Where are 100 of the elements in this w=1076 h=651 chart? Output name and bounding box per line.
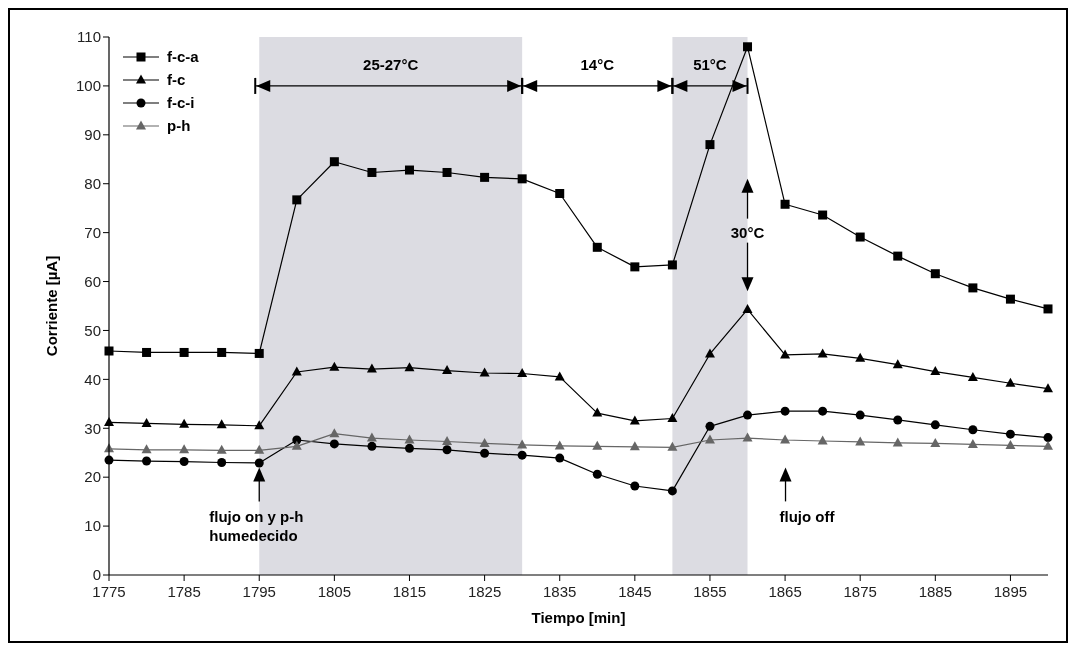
point <box>817 348 828 358</box>
y-tick-label: 30 <box>84 419 101 437</box>
point <box>1005 439 1016 449</box>
legend-label: f-c-a <box>167 48 200 66</box>
x-tick-label: 1885 <box>918 583 953 600</box>
point <box>968 283 978 293</box>
point <box>893 251 903 261</box>
annotation: 14°C <box>580 55 615 73</box>
point <box>930 269 940 279</box>
point <box>630 481 640 491</box>
point <box>780 199 790 209</box>
point <box>704 434 715 444</box>
point <box>780 406 790 416</box>
band-label: 51°C <box>693 55 727 73</box>
point <box>329 157 339 167</box>
point <box>517 439 528 449</box>
point <box>442 365 453 375</box>
point <box>366 432 377 442</box>
point <box>743 410 753 420</box>
point <box>667 486 677 496</box>
point <box>141 417 152 427</box>
point <box>291 440 302 450</box>
point <box>967 371 978 381</box>
point <box>968 425 978 435</box>
point <box>442 435 453 445</box>
point <box>479 367 490 377</box>
point <box>216 444 227 454</box>
annotation: 30°C <box>730 223 765 241</box>
point <box>329 439 339 449</box>
point <box>629 415 640 425</box>
point <box>367 441 377 451</box>
legend-label: f-c-i <box>167 94 195 112</box>
legend-label: p-h <box>167 117 191 135</box>
point <box>179 418 190 428</box>
point <box>1005 377 1016 387</box>
point <box>480 172 490 182</box>
point <box>254 348 264 358</box>
point <box>742 432 753 442</box>
band-label: 25-27°C <box>363 55 419 73</box>
point <box>893 415 903 425</box>
point <box>780 434 791 444</box>
point <box>742 303 753 313</box>
point <box>292 195 302 205</box>
point <box>592 469 602 479</box>
point <box>179 457 189 467</box>
point <box>1005 294 1015 304</box>
legend-label: f-c <box>167 71 186 89</box>
x-tick-label: 1785 <box>167 583 201 600</box>
x-tick-label: 1895 <box>993 583 1028 600</box>
x-tick-label: 1835 <box>543 583 577 600</box>
point <box>930 437 941 447</box>
point <box>517 174 527 184</box>
point <box>366 363 377 373</box>
y-tick-label: 40 <box>84 370 101 388</box>
x-tick-label: 1845 <box>618 583 652 600</box>
point <box>404 165 414 175</box>
point <box>442 445 452 455</box>
point <box>329 361 340 371</box>
point <box>892 359 903 369</box>
point <box>142 456 152 466</box>
point <box>142 347 152 357</box>
point <box>517 450 527 460</box>
x-axis-title: Tiempo [min] <box>531 609 626 626</box>
point <box>930 420 940 430</box>
point <box>743 42 753 52</box>
y-tick-label: 90 <box>84 126 101 144</box>
annotation: flujo off <box>779 508 836 526</box>
point <box>592 407 603 417</box>
point <box>817 435 828 445</box>
x-tick-label: 1875 <box>843 583 877 600</box>
point <box>930 366 941 376</box>
x-tick-label: 1825 <box>467 583 502 600</box>
y-tick-label: 10 <box>84 517 101 535</box>
point <box>404 434 415 444</box>
point <box>217 347 227 357</box>
point <box>704 348 715 358</box>
point <box>254 458 264 468</box>
point <box>1043 440 1053 450</box>
y-tick-label: 0 <box>92 566 101 584</box>
y-axis-title: Corriente [µA] <box>43 255 60 357</box>
point <box>967 438 978 448</box>
point <box>555 189 565 199</box>
point <box>705 140 715 150</box>
point <box>667 260 677 270</box>
point <box>404 443 414 453</box>
y-tick-label: 50 <box>84 321 101 339</box>
point <box>592 242 602 252</box>
point <box>517 367 528 377</box>
y-tick-label: 100 <box>75 77 101 95</box>
point <box>705 421 715 431</box>
y-tick-label: 110 <box>77 28 101 46</box>
y-tick-label: 80 <box>84 174 101 192</box>
point <box>780 349 791 359</box>
point <box>855 436 866 446</box>
point <box>855 352 866 362</box>
y-tick-label: 70 <box>84 223 101 241</box>
point <box>442 167 452 177</box>
point <box>329 428 340 438</box>
point <box>254 420 265 430</box>
x-tick-label: 1865 <box>768 583 802 600</box>
